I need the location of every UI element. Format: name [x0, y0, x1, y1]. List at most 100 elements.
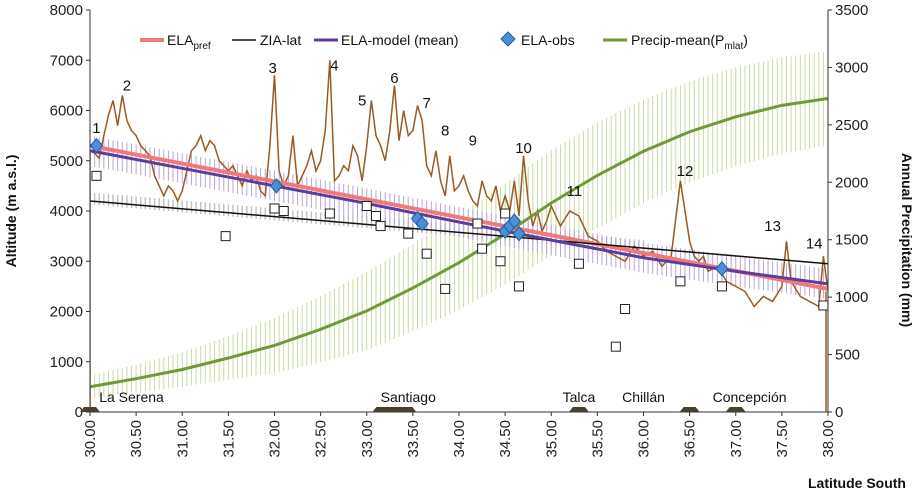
zia-obs-point: [421, 248, 432, 259]
city-label: Concepción: [713, 389, 787, 405]
x-tick-label: 31.00: [174, 420, 191, 458]
y-left-tick-label: 4000: [50, 203, 83, 220]
zia-obs-point: [324, 208, 335, 219]
zia-obs-point: [91, 170, 102, 181]
ela-pref-line: [90, 143, 828, 291]
legend-ela-pref-label: ELApref: [167, 32, 211, 52]
peak-label: 10: [515, 140, 532, 157]
x-tick-label: 36.50: [682, 420, 699, 458]
y-left-tick-label: 1000: [50, 354, 83, 371]
y-right-tick-label: 3500: [835, 2, 868, 19]
y-right-tick-label: 0: [835, 404, 843, 421]
y-right-tick-label: 1500: [835, 232, 868, 249]
y-left-tick-label: 3000: [50, 253, 83, 270]
peak-label: 11: [567, 183, 583, 200]
peak-label: 1: [92, 120, 100, 137]
y-left-tick-label: 5000: [50, 153, 83, 170]
ela-obs-point: [89, 137, 104, 154]
x-axis-title: Latitude South: [808, 475, 906, 491]
x-tick-label: 31.50: [220, 420, 237, 458]
legend-ela-obs-marker: [500, 31, 516, 47]
y-left-axis-title: Altitude (m a.s.l.): [3, 155, 19, 268]
city-marker: [80, 407, 100, 412]
legend-ela-model-label: ELA-model (mean): [341, 32, 459, 48]
peak-label: 12: [677, 163, 694, 180]
x-tick-label: 36.00: [636, 420, 653, 458]
x-tick-label: 37.00: [728, 420, 745, 458]
city-label: La Serena: [99, 389, 164, 405]
y-left-tick-label: 2000: [50, 304, 83, 321]
ela-obs-point: [415, 215, 429, 232]
peak-label: 6: [390, 70, 398, 87]
y-left-tick-label: 6000: [50, 103, 83, 120]
zia-obs-point: [716, 281, 727, 292]
y-right-tick-label: 2500: [835, 117, 868, 134]
zia-obs-point: [403, 228, 414, 239]
y-right-tick-label: 500: [835, 347, 860, 364]
legend-precip-label: Precip-mean(Pmlat): [631, 32, 748, 52]
zia-obs-point: [375, 221, 386, 232]
city-marker: [679, 407, 700, 412]
x-tick-label: 33.50: [405, 420, 422, 458]
peak-label: 7: [423, 95, 431, 112]
zia-obs-point: [278, 206, 289, 216]
legend: ELApref ZIA-lat ELA-model (mean) ELA-obs…: [140, 31, 748, 52]
x-tick-label: 32.00: [267, 420, 284, 458]
city-label: Chillán: [622, 389, 665, 405]
peak-label: 14: [806, 236, 823, 253]
x-tick-label: 37.50: [774, 420, 791, 458]
peak-label: 8: [441, 123, 449, 140]
zia-obs-point: [472, 218, 483, 229]
peak-label: 3: [268, 60, 276, 77]
zia-obs-point: [440, 283, 451, 294]
ela-obs-point: [715, 261, 729, 277]
zia-obs-point: [513, 281, 524, 292]
x-tick-label: 38.00: [820, 420, 837, 458]
peak-label: 4: [330, 57, 338, 74]
city-marker: [725, 407, 746, 412]
ela-obs-point: [269, 178, 284, 194]
zia-obs-point: [500, 208, 511, 219]
zia-obs-point: [220, 231, 231, 242]
zia-obs-point: [610, 341, 621, 352]
y-right-axis-title: Annual Precipitation (mm): [899, 153, 913, 327]
y-left-tick-label: 7000: [50, 52, 83, 69]
zia-obs-point: [675, 276, 686, 287]
legend-zia-lat-label: ZIA-lat: [260, 32, 301, 48]
x-tick-label: 35.00: [543, 420, 560, 458]
zia-obs-point: [361, 200, 372, 211]
zia-obs-point: [477, 243, 488, 254]
zia-obs-point: [620, 303, 631, 314]
zia-obs-point: [269, 203, 280, 214]
x-tick-label: 30.00: [82, 420, 99, 458]
peak-label: 13: [764, 218, 781, 235]
peak-label: 5: [358, 92, 366, 109]
x-tick-label: 34.00: [451, 420, 468, 458]
zia-lat-line: [90, 200, 828, 265]
y-left-tick-label: 0: [75, 404, 83, 421]
city-label: Santiago: [381, 389, 436, 405]
y-right-tick-label: 3000: [835, 59, 868, 76]
x-tick-label: 33.00: [359, 420, 376, 458]
x-tick-label: 35.50: [589, 420, 606, 458]
precip-mean-line: [90, 96, 828, 389]
zia-obs-point: [818, 300, 829, 311]
peak-label: 9: [469, 133, 477, 150]
x-tick-label: 30.50: [128, 420, 145, 458]
x-tick-label: 34.50: [497, 420, 514, 458]
city-marker: [568, 407, 589, 412]
city-marker: [372, 407, 417, 412]
city-label: Talca: [563, 389, 596, 405]
ela-model-line: [90, 149, 828, 286]
legend-ela-obs-label: ELA-obs: [521, 32, 575, 48]
zia-obs-point: [370, 211, 381, 222]
ela-obs-point: [512, 225, 526, 242]
peak-label: 2: [123, 77, 131, 94]
zia-obs-point: [573, 258, 584, 269]
y-left-tick-label: 8000: [50, 2, 83, 19]
x-tick-label: 32.50: [313, 420, 330, 458]
ela-obs-point: [507, 213, 522, 229]
zia-obs-point: [495, 256, 506, 267]
y-right-tick-label: 1000: [835, 289, 868, 306]
